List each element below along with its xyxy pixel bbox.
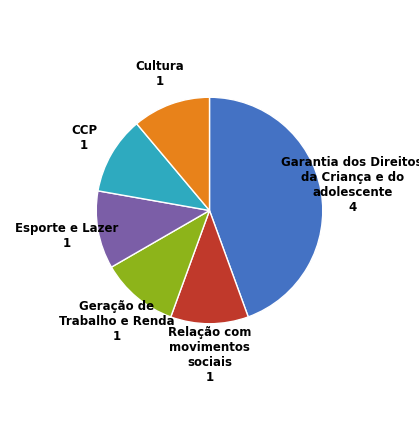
Text: Relação com
movimentos
sociais
1: Relação com movimentos sociais 1 — [168, 326, 251, 384]
Text: Garantia dos Direitos
da Criança e do
adolescente
4: Garantia dos Direitos da Criança e do ad… — [282, 156, 419, 214]
Wedge shape — [111, 210, 210, 317]
Wedge shape — [98, 124, 210, 210]
Wedge shape — [210, 97, 323, 317]
Wedge shape — [137, 97, 210, 210]
Wedge shape — [171, 210, 248, 324]
Text: CCP
1: CCP 1 — [71, 124, 97, 152]
Wedge shape — [96, 191, 210, 267]
Text: Esporte e Lazer
1: Esporte e Lazer 1 — [15, 222, 119, 250]
Text: Geração de
Trabalho e Renda
1: Geração de Trabalho e Renda 1 — [59, 300, 174, 343]
Text: Cultura
1: Cultura 1 — [136, 60, 184, 88]
